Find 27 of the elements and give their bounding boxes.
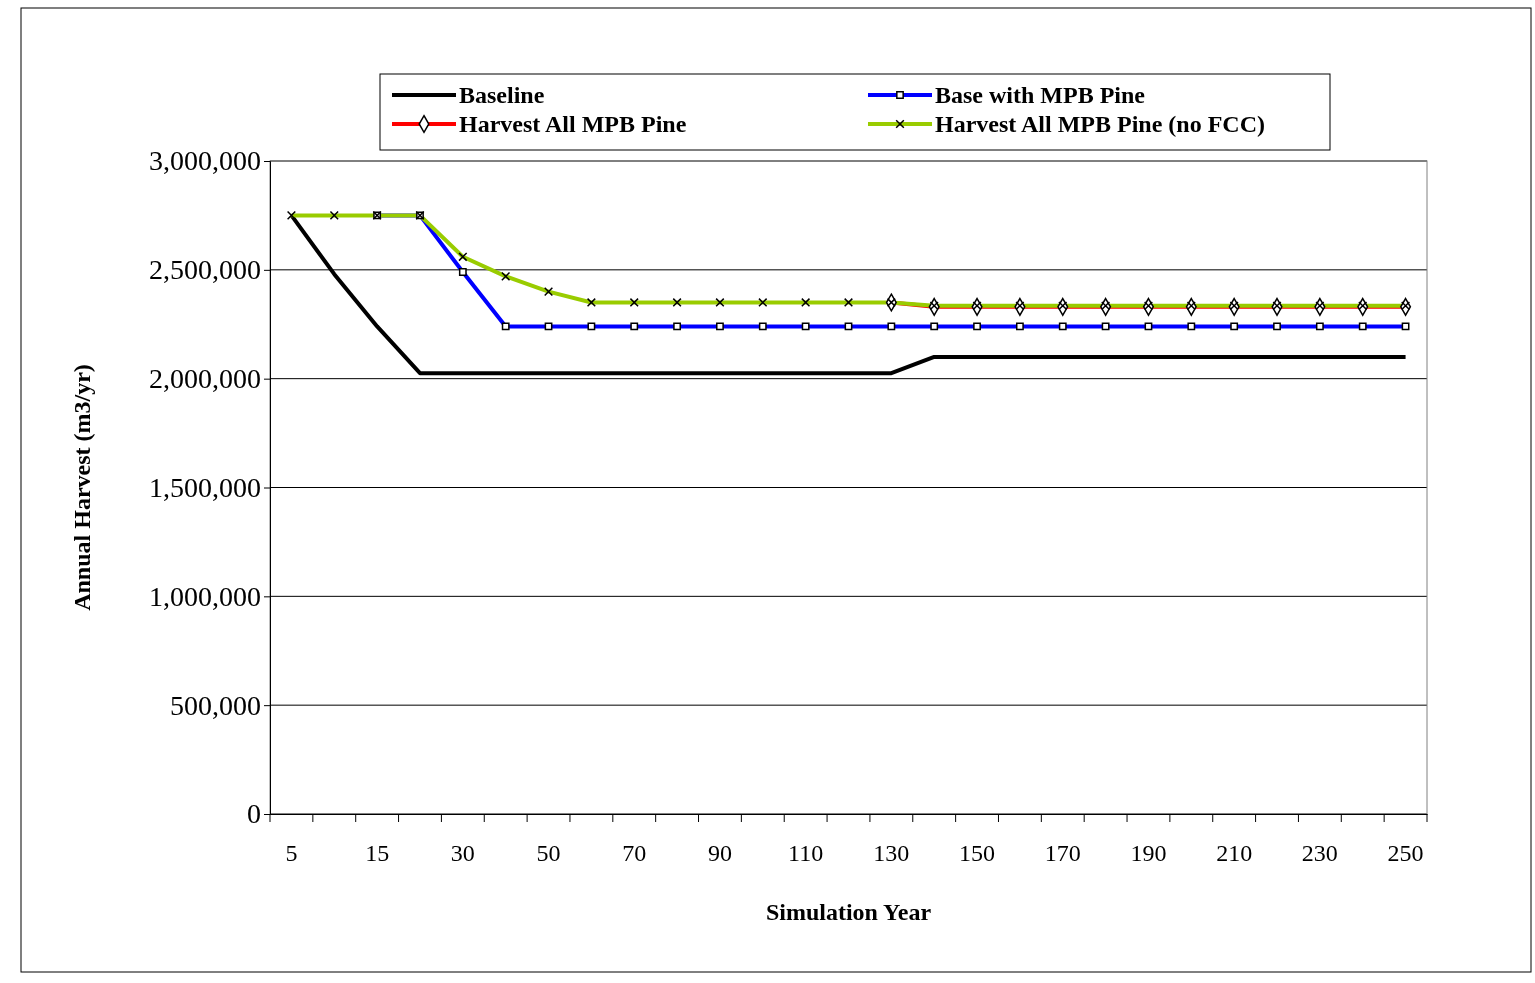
x-tick-label: 30 bbox=[450, 840, 475, 867]
x-tick-label: 90 bbox=[707, 840, 732, 867]
y-tick-label: 0 bbox=[247, 798, 261, 830]
legend-label: Harvest All MPB Pine bbox=[459, 111, 687, 137]
x-tick-label: 50 bbox=[536, 840, 561, 867]
y-tick-label: 1,000,000 bbox=[149, 580, 261, 612]
x-tick-label: 15 bbox=[365, 840, 390, 867]
x-tick-label: 170 bbox=[1044, 840, 1081, 867]
x-tick-label: 230 bbox=[1301, 840, 1338, 867]
legend-label: Baseline bbox=[459, 82, 545, 108]
x-tick-label: 5 bbox=[285, 840, 298, 867]
y-axis-title: Annual Harvest (m3/yr) bbox=[69, 364, 95, 611]
x-tick-label: 210 bbox=[1216, 840, 1253, 867]
y-tick-label: 2,500,000 bbox=[149, 254, 261, 286]
legend-label: Harvest All MPB Pine (no FCC) bbox=[935, 111, 1265, 137]
x-tick-label: 130 bbox=[873, 840, 910, 867]
x-axis-title: Simulation Year bbox=[765, 899, 932, 925]
x-tick-label: 70 bbox=[622, 840, 647, 867]
x-tick-label: 250 bbox=[1387, 840, 1424, 867]
x-tick-label: 150 bbox=[959, 840, 996, 867]
x-tick-label: 110 bbox=[788, 840, 824, 867]
y-tick-label: 2,000,000 bbox=[149, 363, 261, 395]
y-tick-label: 3,000,000 bbox=[149, 145, 261, 177]
y-tick-label: 500,000 bbox=[170, 689, 261, 721]
y-tick-label: 1,500,000 bbox=[149, 471, 261, 503]
legend-label: Base with MPB Pine bbox=[935, 82, 1146, 108]
x-tick-label: 190 bbox=[1130, 840, 1167, 867]
